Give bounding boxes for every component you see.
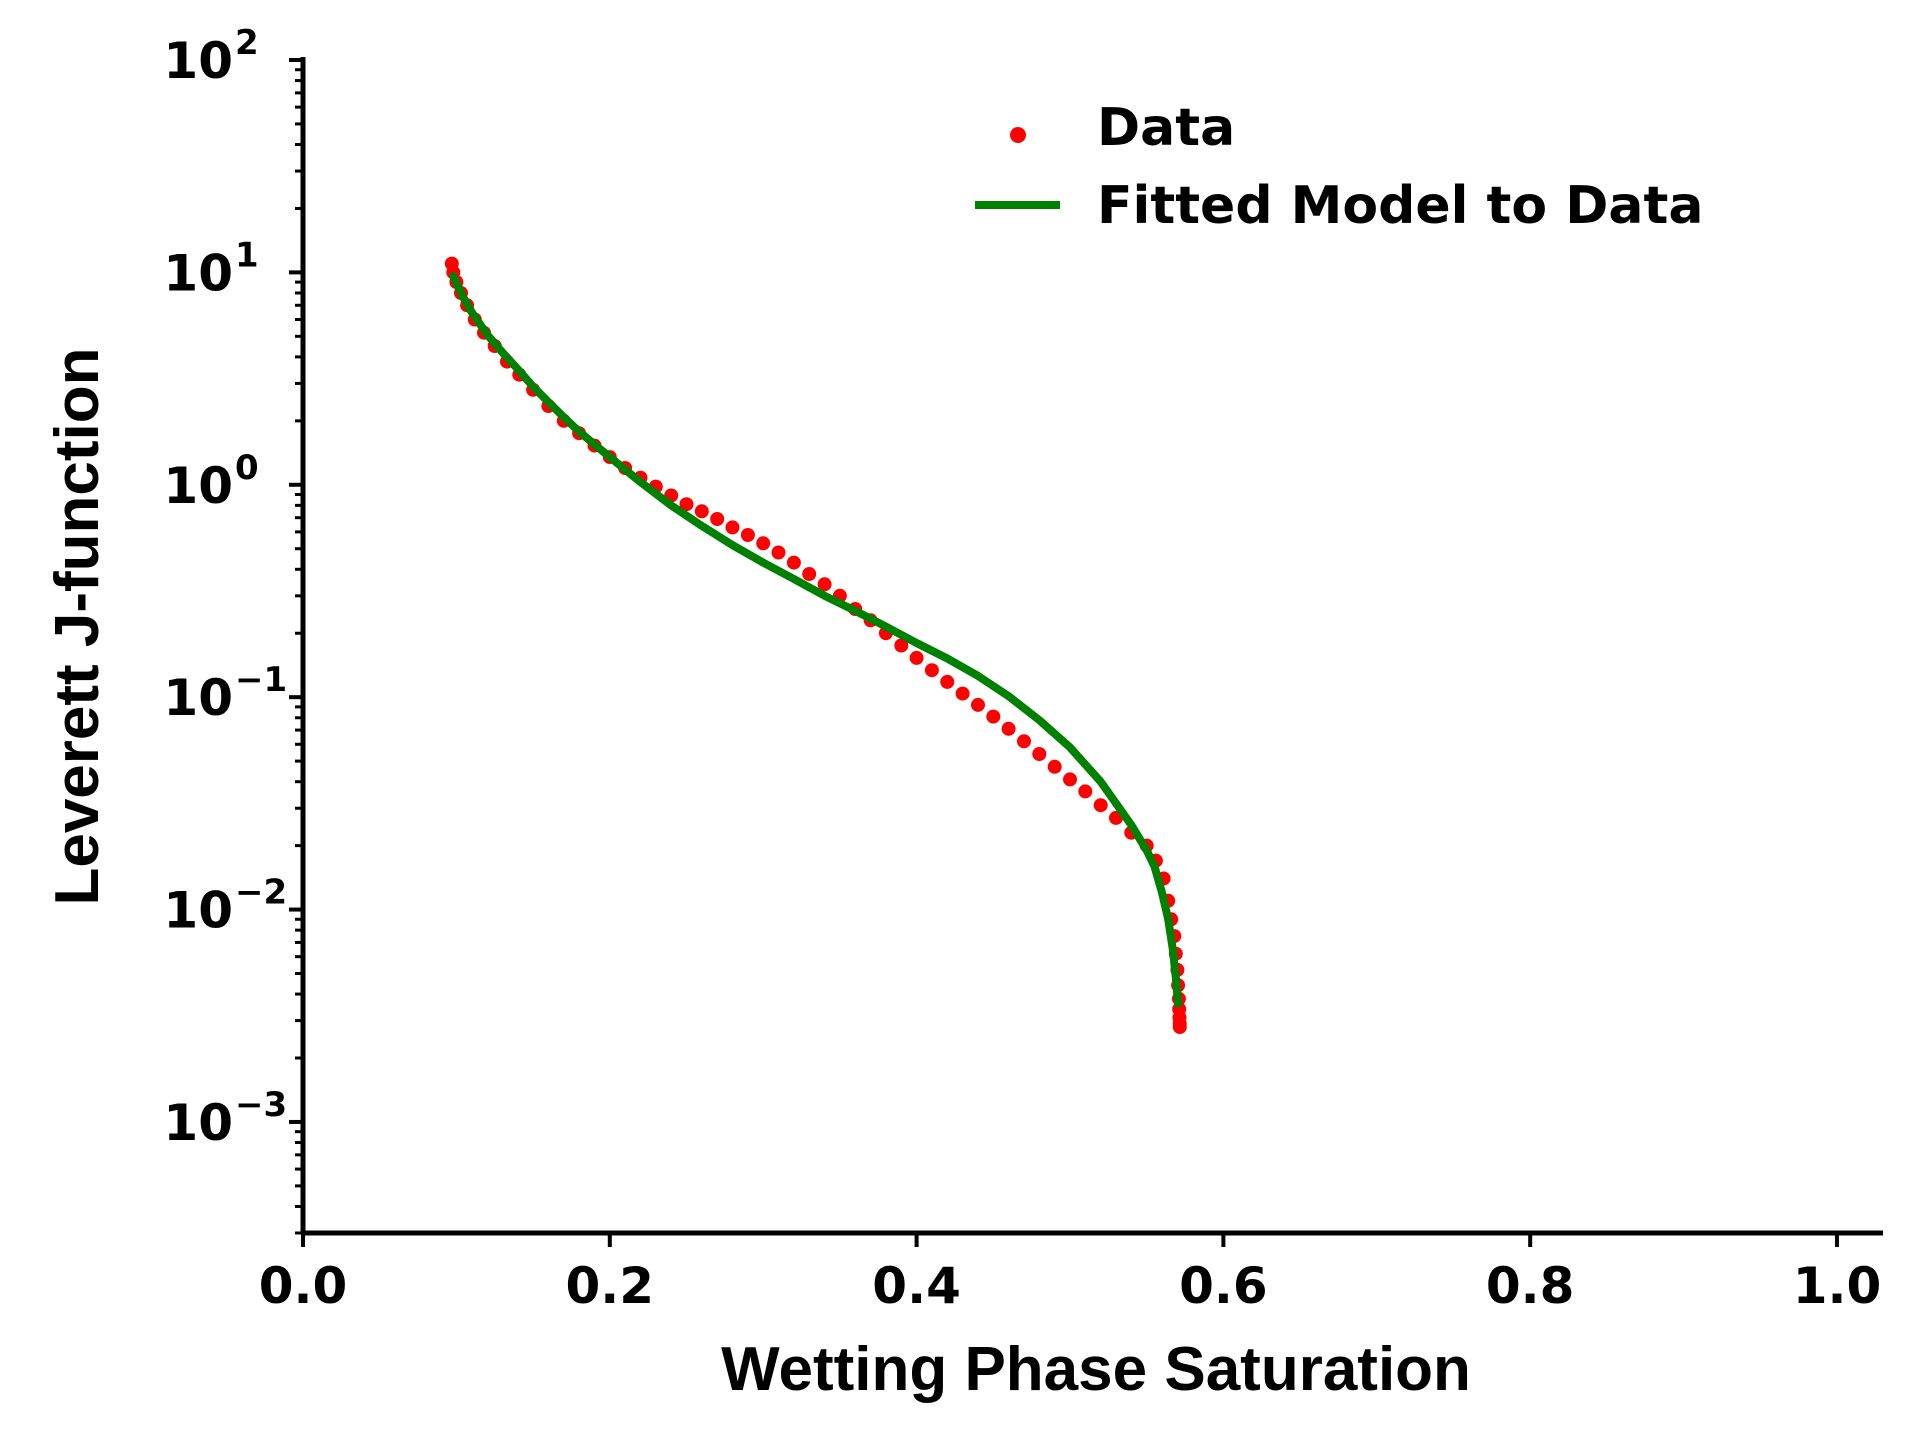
y-tick-label: 10 xyxy=(163,32,233,90)
x-tick-label: 0.0 xyxy=(259,1257,348,1315)
data-point xyxy=(971,697,985,712)
data-point xyxy=(817,577,832,592)
data-point xyxy=(1063,772,1077,787)
y-tick-label: 10 xyxy=(163,244,233,302)
x-tick-label: 0.8 xyxy=(1486,1257,1575,1315)
data-point xyxy=(771,545,786,560)
x-axis-title: Wetting Phase Saturation xyxy=(721,1335,1471,1404)
y-tick-exponent: 0 xyxy=(235,448,259,488)
legend-label: Data xyxy=(1097,98,1235,158)
data-point xyxy=(740,528,755,542)
y-axis-title: Leverett J-function xyxy=(43,347,112,905)
data-point xyxy=(909,650,924,665)
x-tick-label: 0.2 xyxy=(566,1257,655,1315)
legend-label: Fitted Model to Data xyxy=(1097,176,1703,236)
fitted-model-line xyxy=(449,272,1183,1008)
data-point xyxy=(955,686,970,701)
data-point xyxy=(786,555,801,570)
y-tick-exponent: −1 xyxy=(235,660,287,700)
y-tick-exponent: 1 xyxy=(235,235,259,275)
data-point xyxy=(1047,759,1062,774)
data-point xyxy=(924,663,939,678)
data-point xyxy=(940,674,955,689)
x-tick-label: 0.6 xyxy=(1179,1257,1268,1315)
data-point xyxy=(679,497,694,512)
data-point xyxy=(710,512,725,526)
y-tick-label: 10 xyxy=(163,882,233,940)
data-point xyxy=(1078,784,1093,799)
chart-marks xyxy=(444,256,1187,1034)
y-tick-exponent: 2 xyxy=(235,23,259,63)
data-point xyxy=(1001,721,1016,736)
data-point xyxy=(1017,734,1031,749)
data-point xyxy=(756,536,771,551)
y-tick-label: 10 xyxy=(163,1094,233,1152)
legend-marker-swatch xyxy=(1010,127,1026,143)
y-tick-exponent: −2 xyxy=(235,873,287,913)
y-tick-label: 10 xyxy=(163,457,233,515)
data-point xyxy=(694,504,709,519)
x-tick-label: 0.4 xyxy=(872,1257,961,1315)
data-point xyxy=(1172,1020,1187,1034)
y-tick-exponent: −3 xyxy=(235,1085,287,1125)
data-point xyxy=(802,567,817,581)
data-point xyxy=(1093,798,1108,813)
data-point xyxy=(894,638,909,653)
data-point xyxy=(986,709,1001,724)
x-tick-label: 1.0 xyxy=(1793,1257,1882,1315)
data-point xyxy=(1032,747,1047,761)
data-point xyxy=(725,520,740,535)
y-tick-label: 10 xyxy=(163,669,233,727)
legend: Data Fitted Model to Data xyxy=(975,98,1703,236)
